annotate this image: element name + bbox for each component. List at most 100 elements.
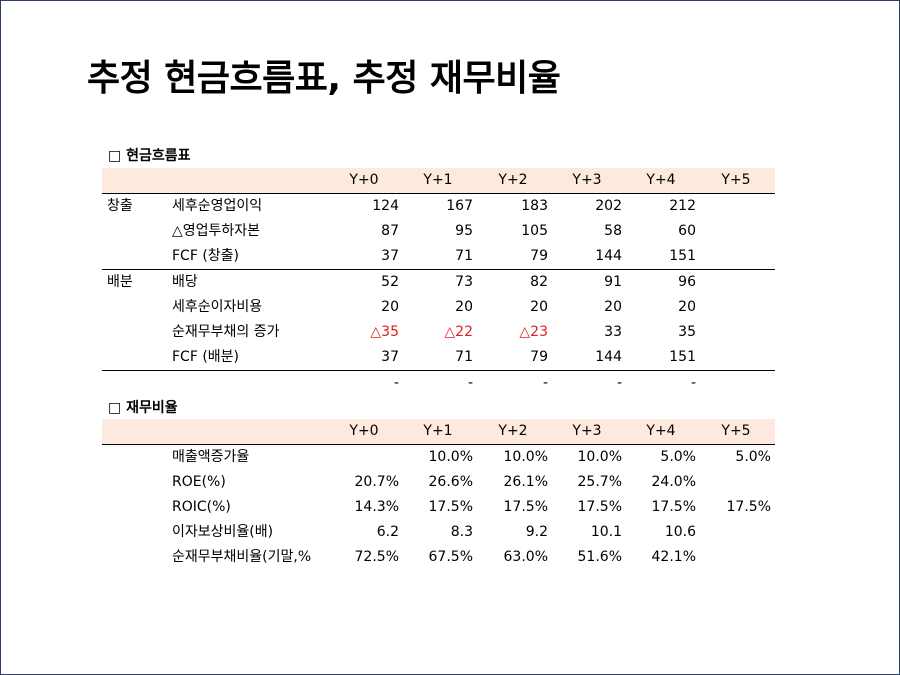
table-cell: 26.6%: [428, 474, 473, 490]
table-cell: 95: [455, 223, 473, 239]
table-row: △영업투하자본 87 95 105 58 60: [102, 219, 775, 244]
table-cell: 37: [381, 349, 399, 365]
table-cell: 73: [455, 274, 473, 290]
col-header: Y+3: [572, 423, 602, 439]
col-header: Y+0: [349, 172, 379, 188]
table-row: 매출액증가율 10.0% 10.0% 10.0% 5.0% 5.0%: [102, 444, 775, 470]
table-cell: 5.0%: [735, 449, 771, 465]
row-label: 세후순영업이익: [172, 198, 263, 214]
col-header: Y+1: [423, 423, 453, 439]
col-header: Y+1: [423, 172, 453, 188]
table-cell: △22: [444, 324, 473, 340]
row-label: 매출액증가율: [172, 449, 250, 465]
table-cell: 17.5%: [651, 499, 696, 515]
table-cell: 63.0%: [503, 549, 548, 565]
page-title: 추정 현금흐름표, 추정 재무비율: [87, 58, 561, 99]
table-cell: 10.1: [590, 524, 622, 540]
table-cell: 8.3: [450, 524, 473, 540]
table-row: FCF (배분) 37 71 79 144 151: [102, 345, 775, 371]
table-row: ROIC(%) 14.3% 17.5% 17.5% 17.5% 17.5% 17…: [102, 495, 775, 520]
table-cell: 20: [604, 299, 622, 315]
table-cell: 167: [446, 198, 473, 214]
col-header: Y+4: [646, 423, 676, 439]
ratios-table: Y+0 Y+1 Y+2 Y+3 Y+4 Y+5 매출액증가율 10.0% 10.…: [102, 419, 775, 570]
row-group: 배분: [107, 274, 133, 290]
table-row: 순재무부채비율(기말,% 72.5% 67.5% 63.0% 51.6% 42.…: [102, 545, 775, 570]
table-row: - - - - -: [102, 371, 775, 396]
table-row: FCF (창출) 37 71 79 144 151: [102, 244, 775, 270]
ratios-header-row: Y+0 Y+1 Y+2 Y+3 Y+4 Y+5: [102, 419, 775, 444]
table-cell: 87: [381, 223, 399, 239]
table-cell: 42.1%: [651, 549, 696, 565]
table-cell: -: [393, 375, 399, 391]
table-cell: 33: [604, 324, 622, 340]
table-cell: 20.7%: [354, 474, 399, 490]
table-cell: 10.0%: [428, 449, 473, 465]
row-label: 순재무부채비율(기말,%: [172, 549, 312, 565]
ratios-section-title: □ 재무비율: [108, 400, 178, 416]
col-header: Y+5: [721, 423, 751, 439]
col-header: Y+2: [498, 423, 528, 439]
row-label: 순재무부채의 증가: [172, 324, 280, 340]
table-cell: △23: [519, 324, 548, 340]
table-cell: 20: [678, 299, 696, 315]
table-cell: 105: [521, 223, 548, 239]
row-label: 이자보상비율(배): [172, 524, 274, 540]
table-row: 배분 배당 52 73 82 91 96: [102, 270, 775, 295]
table-cell: 96: [678, 274, 696, 290]
table-cell: -: [690, 375, 696, 391]
row-label: FCF (배분): [172, 349, 240, 365]
table-cell: 144: [595, 248, 622, 264]
table-cell: 82: [530, 274, 548, 290]
table-row: ROE(%) 20.7% 26.6% 26.1% 25.7% 24.0%: [102, 470, 775, 495]
table-cell: 202: [595, 198, 622, 214]
table-cell: 124: [372, 198, 399, 214]
table-cell: 35: [678, 324, 696, 340]
table-cell: 14.3%: [354, 499, 399, 515]
table-row: 이자보상비율(배) 6.2 8.3 9.2 10.1 10.6: [102, 520, 775, 545]
table-cell: 10.0%: [503, 449, 548, 465]
col-header: Y+4: [646, 172, 676, 188]
table-cell: 20: [530, 299, 548, 315]
table-cell: -: [616, 375, 622, 391]
table-cell: 79: [530, 349, 548, 365]
table-cell: 10.6: [664, 524, 696, 540]
row-label: 배당: [172, 274, 198, 290]
table-cell: 17.5%: [726, 499, 771, 515]
col-header: Y+5: [721, 172, 751, 188]
table-cell: 72.5%: [354, 549, 399, 565]
row-label: ROIC(%): [172, 499, 231, 515]
table-cell: 67.5%: [428, 549, 473, 565]
col-header: Y+3: [572, 172, 602, 188]
table-cell: 5.0%: [660, 449, 696, 465]
table-cell: 20: [455, 299, 473, 315]
table-cell: 151: [669, 248, 696, 264]
table-row: 세후순이자비용 20 20 20 20 20: [102, 295, 775, 320]
table-cell: △35: [370, 324, 399, 340]
row-label: △영업투하자본: [172, 223, 261, 239]
table-cell: 6.2: [376, 524, 399, 540]
cashflow-table: Y+0 Y+1 Y+2 Y+3 Y+4 Y+5 창출 세후순영업이익 124 1…: [102, 168, 775, 396]
cashflow-section-title: □ 현금흐름표: [108, 148, 191, 164]
table-cell: 58: [604, 223, 622, 239]
table-cell: 71: [455, 248, 473, 264]
table-row: 순재무부채의 증가 △35 △22 △23 33 35: [102, 320, 775, 345]
table-row: 창출 세후순영업이익 124 167 183 202 212: [102, 193, 775, 219]
table-cell: 60: [678, 223, 696, 239]
table-cell: 183: [521, 198, 548, 214]
cashflow-header-row: Y+0 Y+1 Y+2 Y+3 Y+4 Y+5: [102, 168, 775, 193]
table-cell: 144: [595, 349, 622, 365]
table-cell: 24.0%: [651, 474, 696, 490]
table-cell: 151: [669, 349, 696, 365]
table-cell: 79: [530, 248, 548, 264]
table-cell: 17.5%: [577, 499, 622, 515]
row-group: 창출: [107, 198, 133, 214]
table-cell: 17.5%: [503, 499, 548, 515]
table-cell: 26.1%: [503, 474, 548, 490]
row-label: FCF (창출): [172, 248, 240, 264]
table-cell: -: [467, 375, 473, 391]
row-label: ROE(%): [172, 474, 226, 490]
table-cell: 71: [455, 349, 473, 365]
table-cell: 20: [381, 299, 399, 315]
